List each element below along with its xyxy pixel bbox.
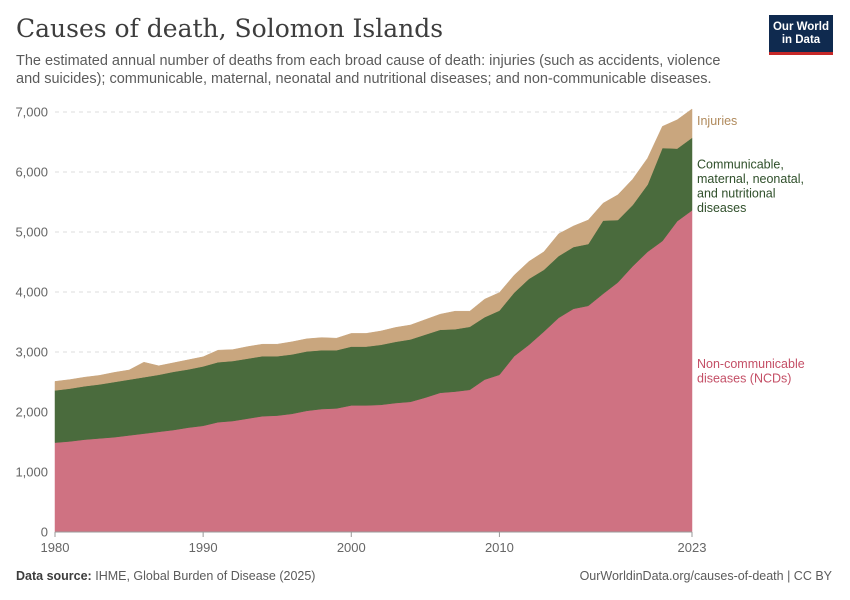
series-label-line: maternal, neonatal, [697,172,804,186]
series-label-line: diseases (NCDs) [697,371,791,385]
x-tick-label: 2010 [485,540,514,555]
series-label-1: Communicable, maternal, neonatal, and nutr… [697,157,804,215]
x-tick-label: 1980 [41,540,70,555]
y-tick-label: 3,000 [15,345,48,360]
y-tick-label: 4,000 [15,285,48,300]
y-tick-label: 7,000 [15,105,48,120]
series-label-line: Communicable, [697,157,784,171]
x-tick-label: 1990 [189,540,218,555]
axes: 0 1,000 2,000 3,000 4,000 5,000 6,000 7,000 1980… [15,105,706,556]
logo-line-1: Our World [772,20,829,33]
owid-logo[interactable]: Our World in Data [769,15,833,55]
series-label-0: Non-communicable diseases (NCDs) [697,357,805,386]
areas [54,108,693,533]
y-tick-label: 5,000 [15,225,48,240]
chart-title: Causes of death, Solomon Islands [16,14,444,43]
area-injuries [54,108,693,391]
series-label-line: Injuries [697,114,737,128]
series-label-line: and nutritional [697,186,776,200]
y-tick-label: 1,000 [15,465,48,480]
x-tick-label: 2000 [337,540,366,555]
data-source-label: Data source: [16,569,92,583]
series-label-line: diseases [697,201,746,215]
y-tick-label: 2,000 [15,405,48,420]
logo-line-2: in Data [781,33,821,46]
source-url[interactable]: OurWorldinData.org/causes-of-death | CC … [579,569,832,583]
y-tick-label: 6,000 [15,165,48,180]
series-label-line: Non-communicable [697,357,805,371]
series-label-2: Injuries [697,114,737,128]
x-tick-label: 2023 [678,540,707,555]
y-tick-label: 0 [41,525,48,540]
chart-subtitle: The estimated annual number of deaths fr… [16,53,721,87]
data-source: Data source: IHME, Global Burden of Dise… [16,569,315,583]
series-labels: Non-communicable diseases (NCDs) Communica… [697,114,805,385]
data-source-text[interactable]: IHME, Global Burden of Disease (2025) [95,569,316,583]
